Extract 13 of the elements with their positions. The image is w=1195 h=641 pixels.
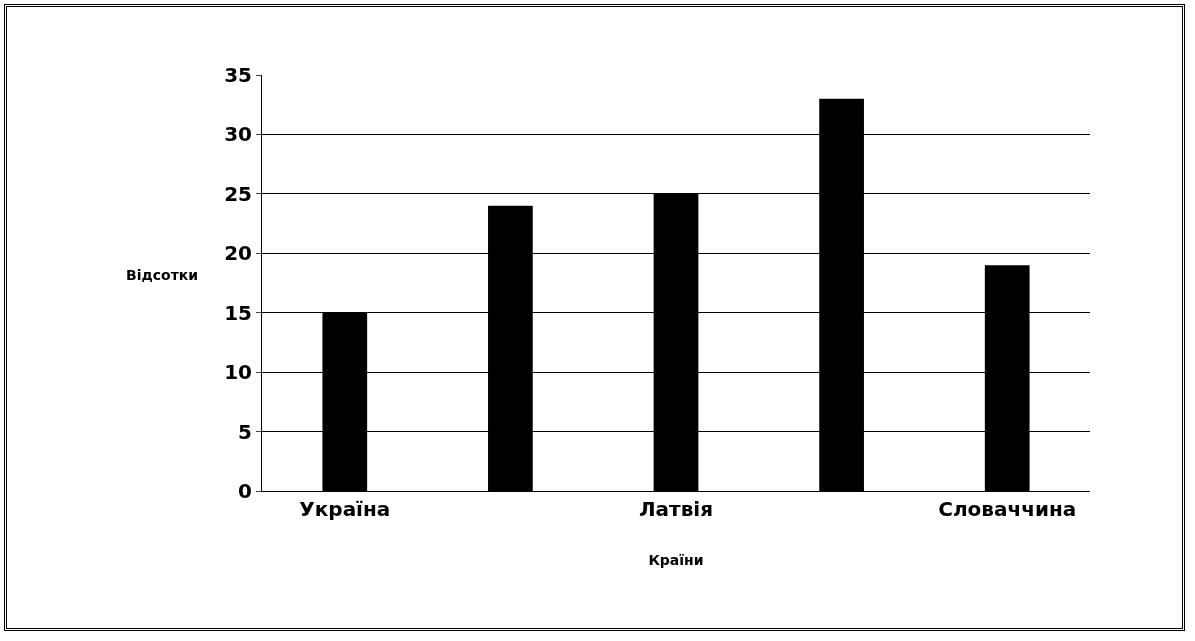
x-tick-label: Латвія <box>638 497 714 521</box>
x-axis-title: Країни <box>648 552 704 569</box>
y-tick-label: 15 <box>224 300 252 325</box>
y-tick-label: 10 <box>224 360 252 385</box>
y-tick-label: 5 <box>238 419 252 444</box>
x-tick-label: Україна <box>299 497 391 521</box>
y-tick-label: 20 <box>224 241 252 266</box>
x-tick-label: Словаччина <box>938 497 1077 521</box>
y-tick-label: 25 <box>224 181 252 206</box>
y-tick-label: 30 <box>224 122 252 147</box>
y-tick-label: 35 <box>224 63 252 87</box>
y-tick-label: 0 <box>238 479 252 503</box>
y-axis-title: Відсотки <box>126 267 199 283</box>
